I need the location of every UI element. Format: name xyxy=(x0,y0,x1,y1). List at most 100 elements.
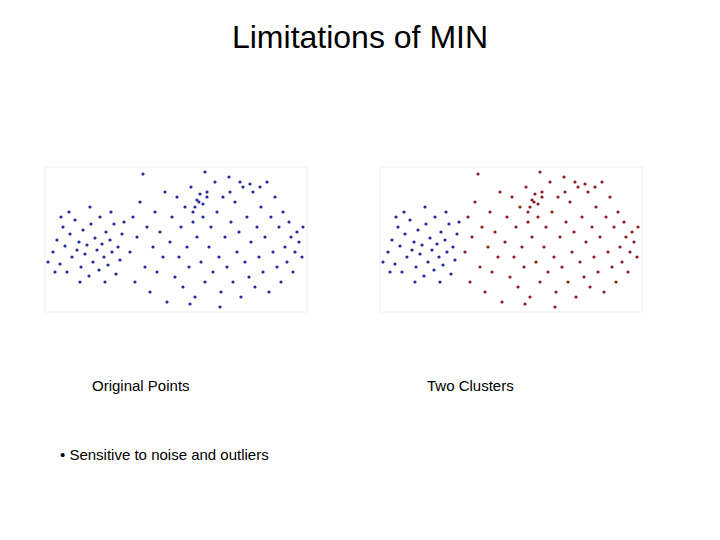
point xyxy=(402,210,405,213)
point xyxy=(245,215,248,218)
point xyxy=(65,270,68,273)
point xyxy=(63,244,66,247)
point xyxy=(102,255,105,258)
point xyxy=(441,263,444,266)
point xyxy=(98,215,101,218)
point xyxy=(301,225,304,228)
point xyxy=(109,210,112,213)
point xyxy=(486,245,489,248)
point xyxy=(533,192,536,195)
point xyxy=(73,218,76,221)
point xyxy=(538,170,541,173)
point xyxy=(283,245,286,248)
point xyxy=(247,275,250,278)
point xyxy=(114,272,117,275)
point xyxy=(108,238,111,241)
point xyxy=(544,225,547,228)
point xyxy=(261,270,264,273)
point xyxy=(410,248,413,251)
point xyxy=(201,215,204,218)
point xyxy=(524,185,527,188)
point xyxy=(468,280,471,283)
point xyxy=(408,218,411,221)
point xyxy=(229,220,232,223)
point xyxy=(88,205,91,208)
point xyxy=(59,215,62,218)
point xyxy=(505,215,508,218)
point xyxy=(287,220,290,223)
point xyxy=(618,245,621,248)
point xyxy=(455,232,458,235)
point xyxy=(393,262,396,265)
point xyxy=(606,250,609,253)
point xyxy=(219,290,222,293)
point xyxy=(498,190,501,193)
point xyxy=(552,255,555,258)
point xyxy=(400,270,403,273)
point xyxy=(205,190,208,193)
point xyxy=(405,255,408,258)
point xyxy=(444,210,447,213)
point xyxy=(189,185,192,188)
point xyxy=(267,290,270,293)
point xyxy=(433,215,436,218)
point xyxy=(584,240,587,243)
point xyxy=(550,210,553,213)
point xyxy=(586,190,589,193)
point xyxy=(422,274,425,277)
point xyxy=(424,222,427,225)
point xyxy=(628,250,631,253)
point xyxy=(530,235,533,238)
point xyxy=(135,235,138,238)
point xyxy=(413,280,416,283)
point xyxy=(165,300,168,303)
point xyxy=(590,225,593,228)
point xyxy=(118,258,121,261)
point xyxy=(221,195,224,198)
point xyxy=(572,230,575,233)
point xyxy=(110,250,113,253)
point xyxy=(215,210,218,213)
point xyxy=(225,265,228,268)
point xyxy=(588,285,591,288)
slide-title: Limitations of MIN xyxy=(232,19,488,55)
point xyxy=(203,170,206,173)
point xyxy=(277,225,280,228)
point xyxy=(193,205,196,208)
point xyxy=(181,285,184,288)
point xyxy=(205,195,208,198)
point xyxy=(423,205,426,208)
point xyxy=(198,192,201,195)
point xyxy=(396,225,399,228)
point xyxy=(576,185,579,188)
point xyxy=(93,236,96,239)
point xyxy=(228,190,231,193)
point xyxy=(67,210,70,213)
plot-frame xyxy=(45,167,307,312)
point xyxy=(574,295,577,298)
point xyxy=(570,250,573,253)
point xyxy=(193,295,196,298)
point xyxy=(563,190,566,193)
point xyxy=(540,190,543,193)
point xyxy=(503,240,506,243)
point xyxy=(163,190,166,193)
point xyxy=(138,200,141,203)
point xyxy=(175,195,178,198)
point xyxy=(388,270,391,273)
point xyxy=(445,250,448,253)
point xyxy=(624,235,627,238)
point xyxy=(616,210,619,213)
point xyxy=(540,195,543,198)
point xyxy=(526,220,529,223)
point xyxy=(153,210,156,213)
point xyxy=(614,280,617,283)
point xyxy=(608,195,611,198)
point xyxy=(526,210,529,213)
point xyxy=(542,245,545,248)
point xyxy=(281,210,284,213)
point xyxy=(573,180,576,183)
point xyxy=(518,205,521,208)
point xyxy=(583,182,586,185)
point xyxy=(412,240,415,243)
